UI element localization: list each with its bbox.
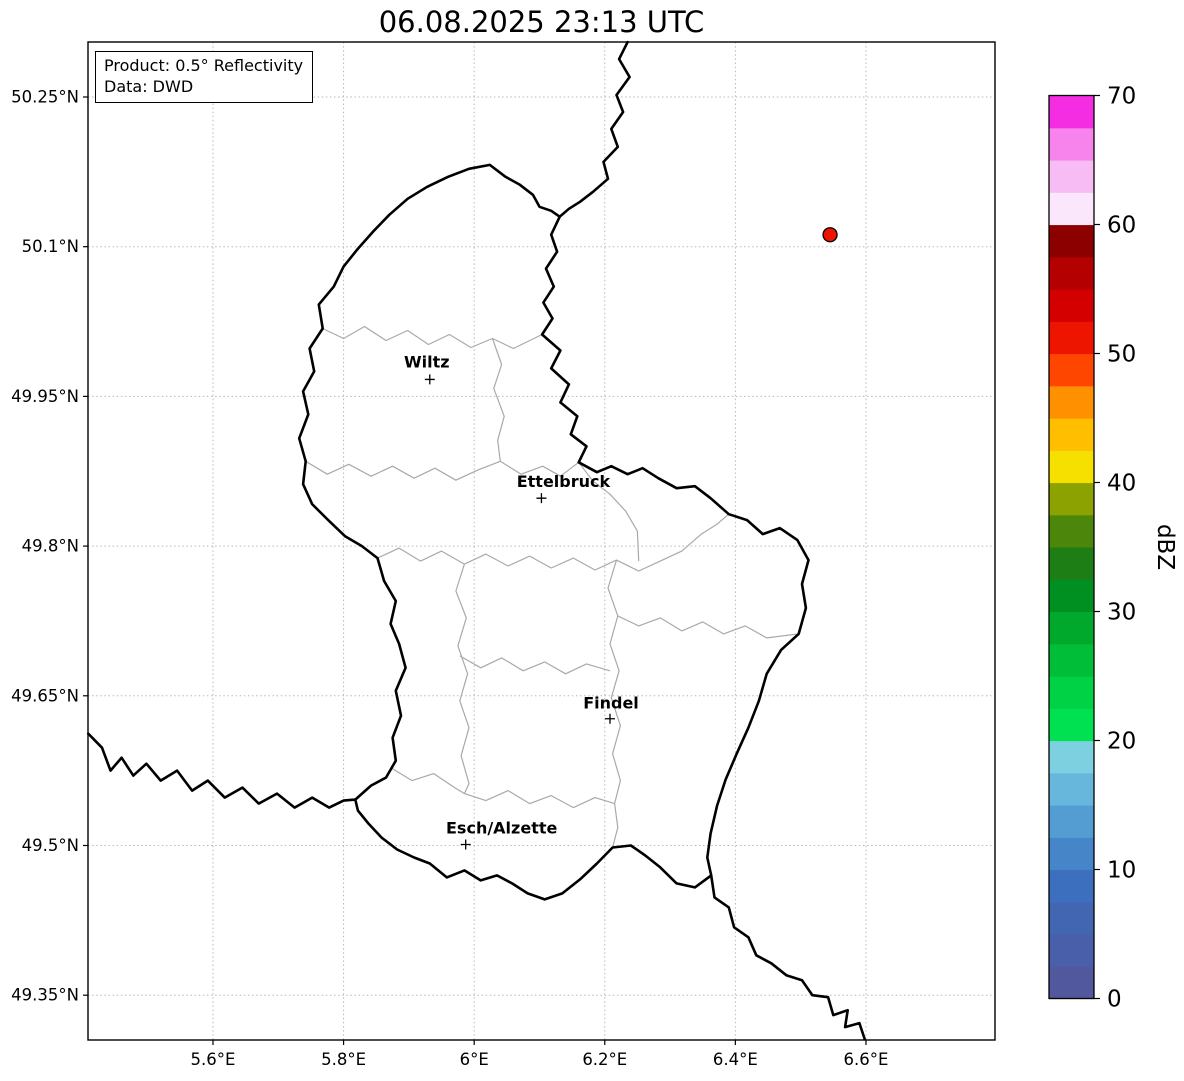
city-label: Findel	[583, 694, 639, 713]
canton-border	[491, 338, 505, 462]
colorbar-tick-label: 70	[1107, 84, 1136, 110]
canton-border	[390, 767, 615, 809]
canton-border	[305, 460, 580, 481]
colorbar-axis-label: dBZ	[1152, 524, 1178, 570]
city-markers: Wiltz Ettelbruck Findel Esch/Alzette	[404, 352, 639, 850]
x-tick-label: 5.6°E	[191, 1050, 236, 1069]
product-line: Product: 0.5° Reflectivity	[104, 56, 304, 75]
colorbar-segment	[1049, 95, 1094, 129]
national-border-belgium-germany	[558, 40, 631, 218]
colorbar-segment	[1049, 160, 1094, 193]
y-tick-label: 49.95°N	[11, 387, 79, 406]
colorbar-segment	[1049, 934, 1094, 967]
city-marker	[604, 713, 615, 724]
colorbar-segment	[1049, 192, 1094, 226]
canton-borders	[305, 325, 799, 848]
colorbar-segment	[1049, 450, 1094, 484]
y-tick-label: 49.8°N	[22, 537, 79, 556]
canton-border	[455, 563, 470, 794]
national-border-france-belgium	[87, 732, 357, 809]
canton-border	[377, 513, 730, 572]
colorbar-frame	[1048, 94, 1095, 1000]
colorbar: 0 10 20 30 40 50 60 70 dBZ	[1048, 84, 1178, 1013]
x-tick-label: 6.2°E	[582, 1050, 627, 1069]
colorbar-tick-label: 30	[1107, 600, 1136, 626]
figure-title: 06.08.2025 23:13 UTC	[378, 5, 705, 39]
colorbar-segment	[1049, 256, 1094, 290]
colorbar-segment	[1049, 708, 1094, 742]
colorbar-segment	[1049, 869, 1094, 903]
colorbar-segment	[1049, 321, 1094, 355]
national-borders	[87, 40, 866, 1041]
canton-border	[607, 559, 621, 848]
colorbar-segment	[1049, 418, 1094, 451]
colorbar-segment	[1049, 772, 1094, 806]
national-border-luxembourg	[297, 163, 810, 901]
y-tick-label: 49.5°N	[22, 836, 79, 855]
colorbar-segment	[1049, 676, 1094, 709]
canton-border	[459, 655, 611, 675]
city-label: Ettelbruck	[517, 472, 611, 491]
canton-border	[617, 615, 799, 639]
colorbar-tick-label: 0	[1107, 987, 1122, 1013]
x-tick-label: 6.6°E	[844, 1050, 889, 1069]
canton-border	[322, 325, 543, 350]
axis-ticks: 5.6°E 5.8°E 6°E 6.2°E 6.4°E 6.6°E 50.25°N 50.1°…	[11, 87, 888, 1069]
colorbar-segment	[1049, 643, 1094, 677]
data-source-line: Data: DWD	[104, 77, 194, 96]
city-label: Wiltz	[404, 352, 450, 371]
colorbar-tick-label: 60	[1107, 213, 1136, 239]
national-border-france-germany	[709, 874, 866, 1041]
city-marker	[424, 374, 435, 385]
colorbar-tick-label: 10	[1107, 858, 1136, 884]
colorbar-segment	[1049, 579, 1094, 613]
colorbar-segment	[1049, 805, 1094, 838]
colorbar-tick-label: 40	[1107, 471, 1136, 497]
colorbar-tick-label: 50	[1107, 342, 1136, 368]
colorbar-segment	[1049, 547, 1094, 580]
colorbar-segment	[1049, 127, 1094, 161]
colorbar-segment	[1049, 740, 1094, 774]
x-tick-label: 5.8°E	[321, 1050, 366, 1069]
y-tick-label: 50.1°N	[22, 237, 79, 256]
canton-border	[578, 461, 640, 562]
y-tick-label: 49.65°N	[11, 686, 79, 705]
city-marker	[536, 493, 547, 504]
x-tick-label: 6°E	[460, 1050, 489, 1069]
x-tick-label: 6.4°E	[713, 1050, 758, 1069]
colorbar-segment	[1049, 837, 1094, 871]
city-marker	[460, 839, 471, 850]
colorbar-segment	[1049, 514, 1094, 548]
product-info-box: Product: 0.5° Reflectivity Data: DWD	[95, 51, 314, 103]
city-label: Esch/Alzette	[446, 818, 558, 837]
colorbar-segment	[1049, 385, 1094, 419]
colorbar-segment	[1049, 224, 1094, 258]
colorbar-segment	[1049, 901, 1094, 935]
colorbar-segment	[1049, 353, 1094, 387]
y-tick-label: 49.35°N	[11, 986, 79, 1005]
colorbar-tick-label: 20	[1107, 729, 1136, 755]
radar-echoes	[822, 227, 838, 243]
colorbar-segment	[1049, 482, 1094, 516]
map-frame	[87, 41, 996, 1041]
colorbar-segment	[1049, 966, 1094, 1000]
y-tick-label: 50.25°N	[11, 87, 79, 106]
gridlines	[88, 42, 995, 1040]
colorbar-segment	[1049, 611, 1094, 645]
radar-echo-dot	[822, 227, 838, 243]
colorbar-segment	[1049, 289, 1094, 322]
